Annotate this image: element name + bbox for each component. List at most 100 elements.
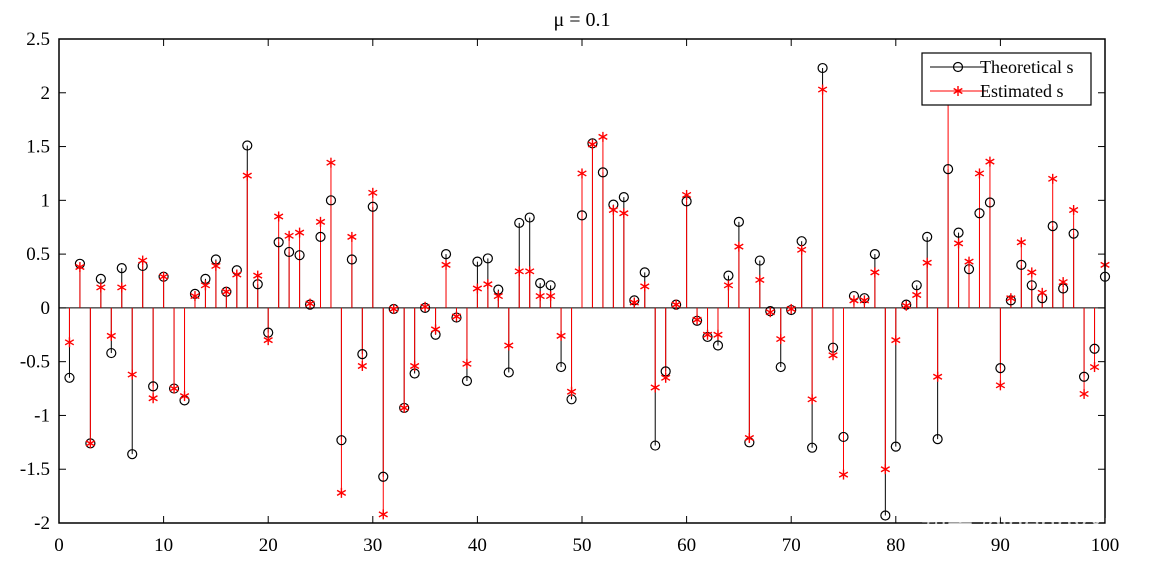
estimated-point — [974, 168, 985, 179]
estimated-point — [221, 286, 232, 297]
estimated-point — [566, 386, 577, 397]
legend-estimated-marker — [953, 86, 963, 96]
y-tick-label: -1 — [34, 405, 50, 426]
estimated-point — [378, 509, 388, 520]
estimated-point — [64, 337, 75, 348]
x-tick-label: 80 — [886, 535, 905, 556]
estimated-point — [922, 257, 932, 268]
estimated-point — [807, 394, 817, 405]
axis-tick-layer: 0 10 20 30 40 50 60 70 80 90 100 -2 -1.5 -1 -0.5 0 0.5 1 1… — [20, 29, 1119, 556]
theoretical-point — [127, 449, 138, 460]
estimated-point — [169, 383, 179, 394]
theoretical-point — [514, 217, 525, 229]
theoretical-point — [838, 431, 849, 443]
theoretical-point — [472, 256, 483, 267]
estimated-point — [117, 282, 127, 293]
theoretical-point — [555, 361, 567, 373]
estimated-point — [294, 227, 305, 238]
estimated-point — [158, 271, 169, 282]
estimated-point — [409, 360, 420, 371]
estimated-point — [629, 297, 639, 308]
estimated-point — [441, 259, 451, 270]
estimated-point — [1058, 277, 1068, 288]
estimated-point — [870, 267, 880, 278]
estimated-point — [755, 274, 765, 285]
estimated-point — [1079, 388, 1089, 399]
theoretical-point — [1089, 343, 1100, 354]
theoretical-point — [995, 363, 1006, 374]
marker-layer — [64, 62, 1111, 521]
estimated-point — [232, 269, 242, 280]
estimated-point — [399, 402, 409, 413]
legend-theoretical-label: Theoretical s — [980, 57, 1073, 77]
estimated-point — [796, 244, 807, 255]
x-tick-label: 60 — [677, 535, 696, 556]
chart-title: μ = 0.1 — [553, 9, 610, 31]
legend: Theoretical s Estimated s — [921, 52, 1092, 106]
estimated-point — [744, 433, 755, 444]
theoretical-point — [817, 62, 828, 74]
legend-asterisk-glyph — [953, 86, 963, 96]
estimated-point — [912, 289, 922, 300]
estimated-point — [315, 216, 326, 227]
y-tick-label: 0.5 — [26, 244, 50, 265]
x-tick-label: 50 — [573, 535, 592, 556]
y-tick-label: -0.5 — [20, 352, 50, 373]
estimated-point — [106, 330, 116, 341]
legend-estimated-label: Estimated s — [980, 81, 1064, 101]
estimated-point — [1048, 173, 1058, 184]
estimated-point — [263, 335, 273, 346]
estimated-point — [608, 205, 619, 216]
theoretical-point — [880, 510, 891, 521]
x-tick-label: 10 — [154, 535, 173, 556]
theoretical-point — [754, 255, 765, 266]
theoretical-point — [775, 361, 786, 373]
estimated-point — [514, 266, 524, 277]
theoretical-point — [346, 254, 357, 265]
estimated-point — [148, 393, 158, 404]
estimated-point — [671, 299, 681, 310]
estimated-point — [964, 256, 974, 267]
estimated-point — [681, 189, 692, 200]
estimated-point — [1027, 267, 1037, 278]
estimated-point — [953, 238, 964, 249]
x-tick-label: 30 — [363, 535, 382, 556]
estimated-point — [723, 280, 734, 291]
estimated-point — [598, 131, 608, 142]
estimated-point — [284, 230, 294, 241]
estimated-point — [765, 307, 775, 318]
estimated-point — [85, 438, 96, 449]
estimated-point — [776, 334, 786, 345]
estimated-point — [504, 340, 514, 351]
estimated-point — [880, 464, 891, 475]
estimated-point — [1068, 205, 1079, 216]
theoretical-point — [336, 435, 347, 446]
theoretical-point — [1078, 371, 1090, 382]
y-tick-label: 2 — [41, 83, 51, 104]
estimated-point — [692, 314, 702, 325]
estimated-point — [472, 283, 483, 294]
estimated-point — [786, 303, 796, 314]
estimated-point — [253, 270, 263, 281]
estimated-point — [1089, 362, 1100, 373]
theoretical-point — [1026, 280, 1037, 291]
estimated-point — [137, 255, 148, 266]
estimated-point — [577, 168, 587, 179]
theoretical-point — [723, 270, 734, 281]
theoretical-point — [1047, 221, 1058, 232]
estimated-point — [1037, 287, 1047, 298]
estimated-point — [985, 156, 995, 167]
theoretical-point — [597, 167, 609, 178]
theoretical-point — [712, 340, 724, 351]
theoretical-point — [639, 267, 650, 278]
estimated-point — [619, 208, 629, 219]
estimated-point — [179, 391, 190, 402]
estimated-point — [828, 350, 838, 361]
theoretical-point — [974, 208, 985, 219]
estimated-point — [901, 300, 911, 311]
theoretical-point — [932, 434, 943, 445]
estimated-point — [713, 329, 723, 340]
estimated-point — [389, 303, 399, 314]
estimated-point — [525, 266, 535, 277]
